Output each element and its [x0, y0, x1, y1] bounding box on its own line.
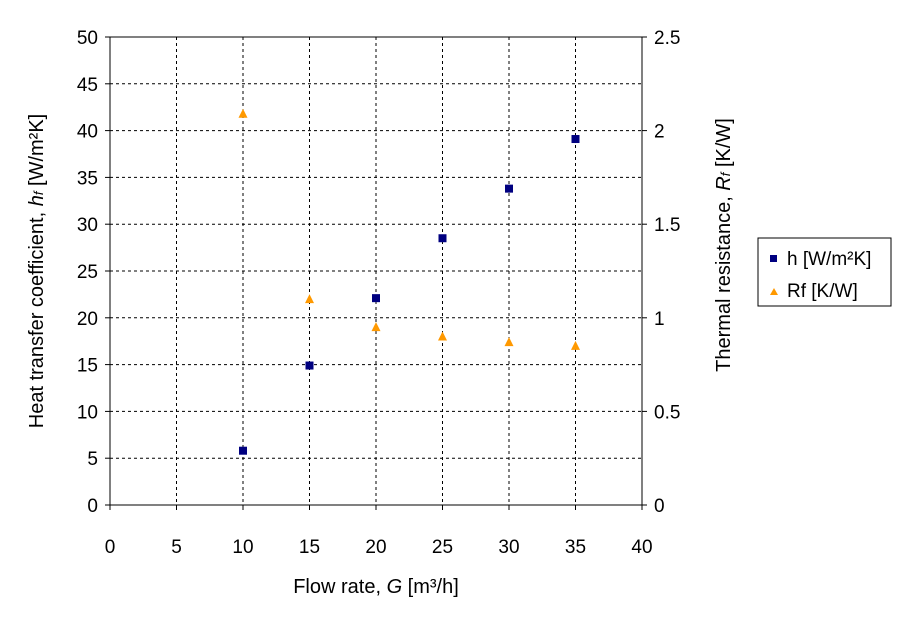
y-right-tick-label: 1.5 — [654, 215, 680, 236]
legend: h [W/m²K] Rf [K/W] — [757, 237, 892, 307]
legend-square-marker — [770, 255, 777, 262]
y-axis-left-label: Heat transfer coefficient, hf [W/m²K] — [26, 114, 48, 428]
rf-data-point — [238, 108, 248, 118]
data-marks — [238, 108, 580, 455]
h-data-point — [571, 135, 580, 144]
y-left-tick-label: 50 — [77, 28, 98, 49]
grid — [110, 37, 642, 505]
y-left-tick-label: 10 — [77, 402, 98, 423]
x-tick-label: 25 — [432, 537, 453, 558]
legend-box — [757, 237, 892, 307]
y-left-tick-label: 25 — [77, 262, 98, 283]
rf-data-point — [371, 322, 381, 332]
y-axis-right-label: Thermal resistance, Rf [K/W] — [713, 118, 735, 372]
ticks: 0 5 10 15 20 25 30 35 400510152025303540455000.5… — [77, 28, 681, 558]
x-tick-label: 20 — [365, 537, 386, 558]
h-data-point — [438, 234, 447, 243]
rf-data-point — [305, 294, 314, 304]
y-left-tick-label: 0 — [87, 496, 98, 517]
y-left-tick-label: 15 — [77, 356, 98, 377]
x-tick-label: 35 — [565, 537, 586, 558]
y-left-tick-label: 40 — [77, 122, 98, 143]
rf-data-point — [504, 337, 514, 347]
h-data-point — [239, 446, 247, 455]
y-left-tick-label: 5 — [87, 449, 98, 470]
x-tick-label: 5 — [171, 537, 182, 558]
legend-label-rf: Rf [K/W] — [787, 281, 858, 302]
h-data-point — [372, 294, 380, 303]
y-right-tick-label: 2.5 — [654, 28, 680, 49]
y-left-tick-label: 20 — [77, 309, 98, 330]
legend-label-h: h [W/m²K] — [787, 249, 871, 270]
y-right-tick-label: 0 — [654, 496, 665, 517]
h-data-point — [305, 361, 314, 370]
x-axis-label: Flow rate, G [m³/h] — [293, 576, 459, 598]
y-right-tick-label: 2 — [654, 122, 665, 143]
y-left-tick-label: 45 — [77, 75, 98, 96]
y-right-tick-label: 1 — [654, 309, 665, 330]
x-tick-label: 10 — [232, 537, 253, 558]
y-right-tick-label: 0.5 — [654, 402, 680, 423]
legend-triangle-marker — [770, 288, 778, 295]
x-tick-label: 0 — [105, 537, 116, 558]
x-tick-label: 40 — [631, 537, 652, 558]
rf-data-point — [571, 340, 580, 350]
y-left-tick-label: 30 — [77, 215, 98, 236]
x-tick-label: 30 — [498, 537, 519, 558]
h-data-point — [505, 184, 513, 193]
x-tick-label: 15 — [299, 537, 320, 558]
y-left-tick-label: 35 — [77, 168, 98, 189]
rf-data-point — [438, 331, 447, 341]
